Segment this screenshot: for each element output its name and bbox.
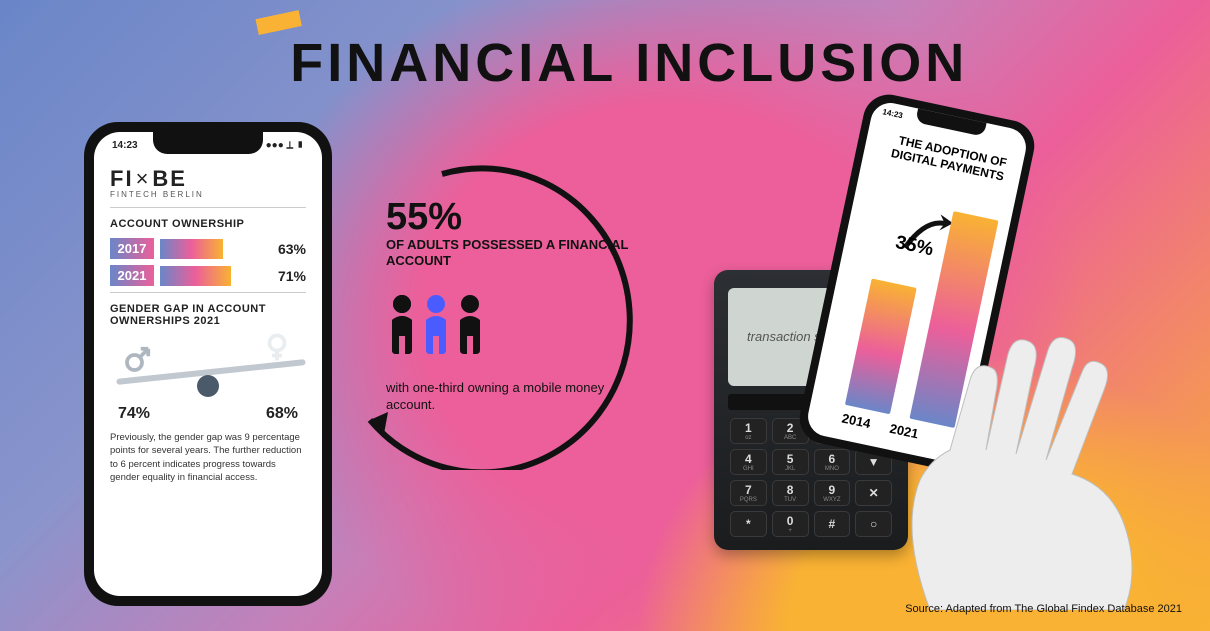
ownership-bar-row: 2021 71% bbox=[110, 265, 306, 286]
gender-gap-title: GENDER GAP IN ACCOUNT OWNERSHIPS 2021 bbox=[110, 303, 290, 327]
keypad-key: 7PQRS bbox=[730, 480, 767, 506]
phone-time: 14:23 bbox=[112, 140, 138, 151]
keypad-key: 0+ bbox=[772, 511, 809, 537]
brand-logo: FI × BE bbox=[110, 166, 306, 192]
keypad-key: 5JKL bbox=[772, 449, 809, 475]
ownership-bar-row: 2017 63% bbox=[110, 238, 306, 259]
keypad-key: # bbox=[814, 511, 851, 537]
male-pct: 74% bbox=[118, 405, 150, 423]
stat-55-label: OF ADULTS POSSESSED A FINANCIAL ACCOUNT bbox=[386, 237, 636, 270]
bar-pct: 63% bbox=[266, 241, 306, 257]
adoption-bars: 35% bbox=[823, 165, 1004, 428]
keypad-key: 6MNO bbox=[814, 449, 851, 475]
phone-status-icons: ●●● ⟂ ▮ bbox=[266, 140, 304, 151]
source-attribution: Source: Adapted from The Global Findex D… bbox=[905, 603, 1182, 615]
people-icon bbox=[386, 292, 486, 362]
bar-year: 2021 bbox=[110, 265, 154, 286]
keypad-key: 9WXYZ bbox=[814, 480, 851, 506]
phone-left-screen: 14:23 ●●● ⟂ ▮ FI × BE FINTECH BERLIN ACC… bbox=[94, 132, 322, 596]
female-icon bbox=[262, 333, 292, 363]
female-pct: 68% bbox=[266, 405, 298, 423]
adoption-year: 2021 bbox=[888, 421, 919, 442]
keypad-key: 8TUV bbox=[772, 480, 809, 506]
stat-55: 55% bbox=[386, 196, 636, 239]
keypad-key: ○ bbox=[855, 511, 892, 537]
gender-gap-body: Previously, the gender gap was 9 percent… bbox=[110, 431, 306, 484]
bar-year: 2017 bbox=[110, 238, 154, 259]
adoption-year: 2014 bbox=[841, 410, 872, 431]
adoption-bar bbox=[845, 278, 917, 414]
account-ownership-title: ACCOUNT OWNERSHIP bbox=[110, 218, 306, 230]
keypad-key: 4GHI bbox=[730, 449, 767, 475]
page-title: FINANCIAL INCLUSION bbox=[290, 32, 968, 94]
bar-pct: 71% bbox=[266, 268, 306, 284]
keypad-key: 1oz bbox=[730, 418, 767, 444]
keypad-key: ✕ bbox=[855, 480, 892, 506]
stat-caption: with one-third owning a mobile money acc… bbox=[386, 379, 636, 414]
keypad-key: * bbox=[730, 511, 767, 537]
brand-subtitle: FINTECH BERLIN bbox=[110, 190, 306, 199]
seesaw-graphic bbox=[110, 337, 306, 401]
phone-left: 14:23 ●●● ⟂ ▮ FI × BE FINTECH BERLIN ACC… bbox=[84, 122, 332, 606]
center-stat: 55% OF ADULTS POSSESSED A FINANCIAL ACCO… bbox=[386, 196, 636, 414]
phone2-time: 14:23 bbox=[882, 107, 904, 120]
male-icon bbox=[122, 345, 152, 375]
phone-right: 14:23 THE ADOPTION OF DIGITAL PAYMENTS 3… bbox=[795, 90, 1039, 474]
